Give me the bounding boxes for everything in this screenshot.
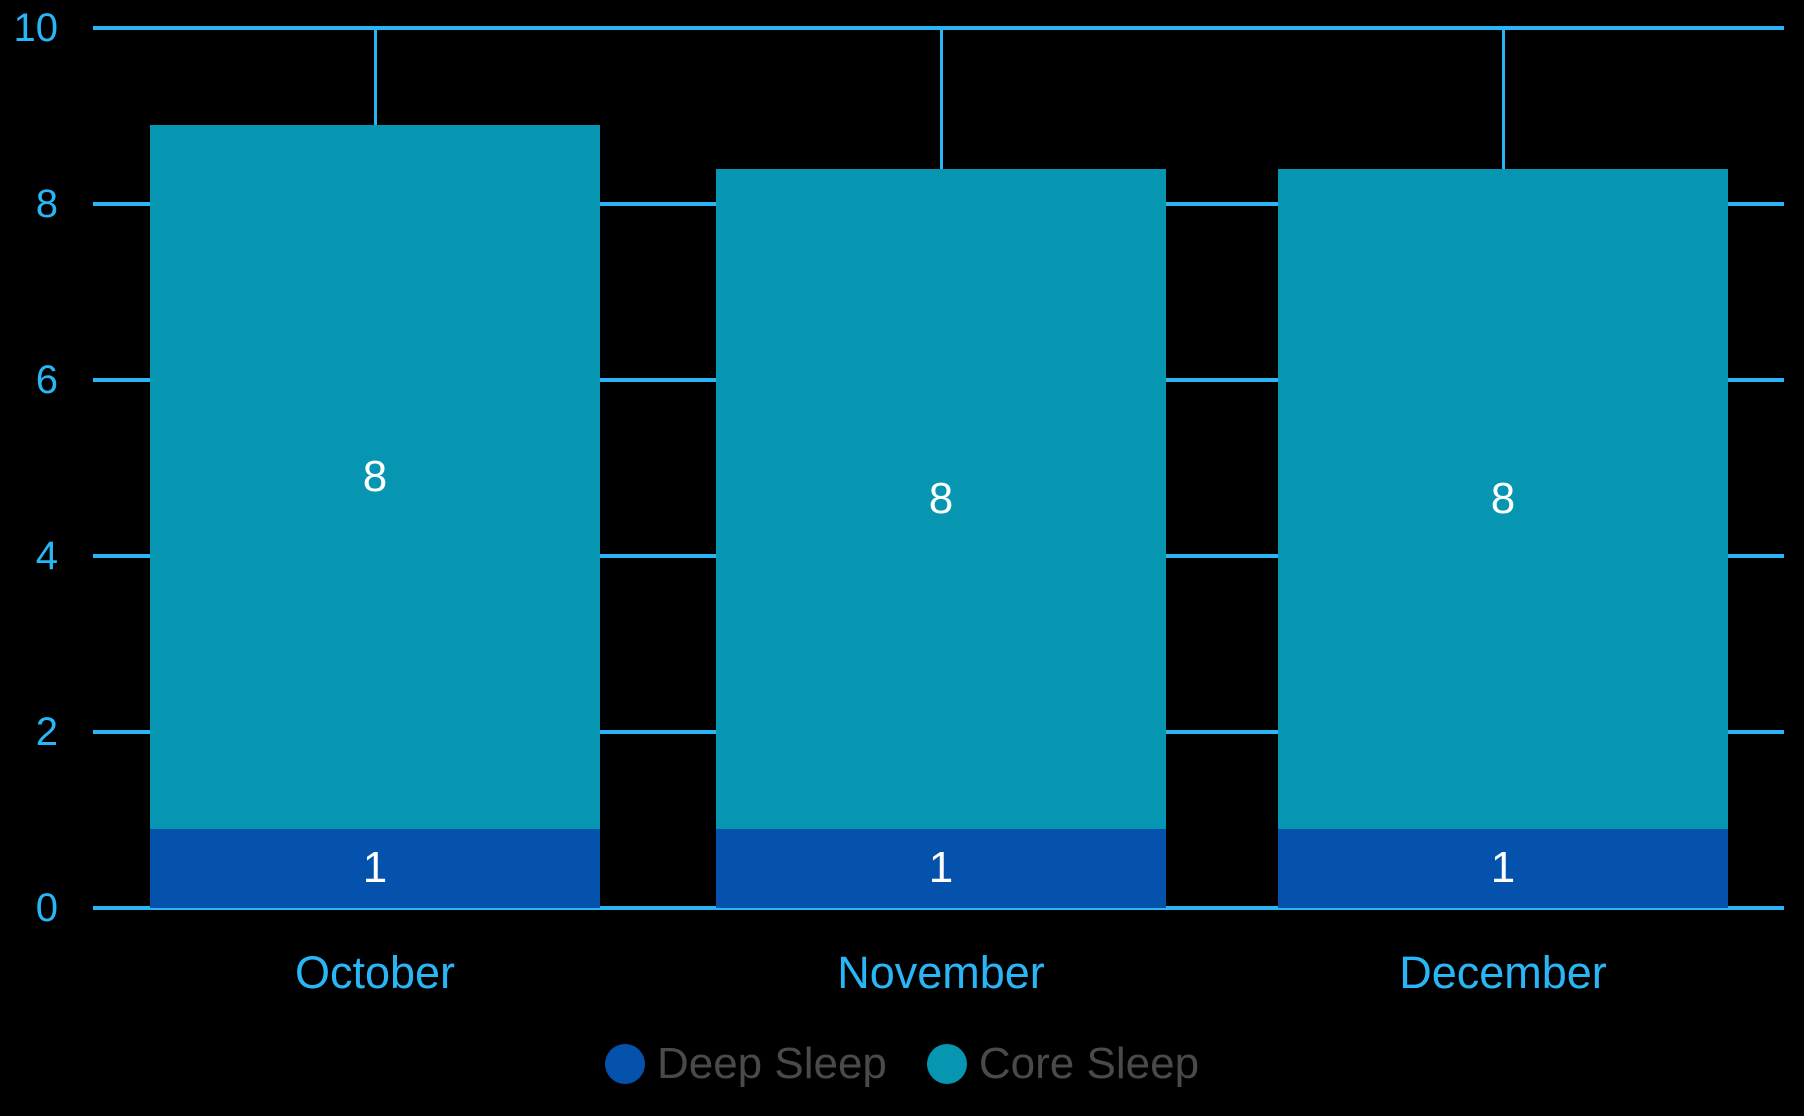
bar-segment-deep-sleep-december: 1	[1278, 828, 1728, 908]
bar-value-label: 1	[1490, 843, 1516, 893]
x-axis-baseline	[93, 906, 1784, 910]
bar-segment-core-sleep-october: 8	[150, 124, 600, 829]
y-tick-label: 6	[35, 358, 58, 402]
bar-segment-core-sleep-december: 8	[1278, 168, 1728, 829]
legend: Deep Sleep Core Sleep	[0, 1036, 1804, 1092]
bar-value-label: 1	[362, 843, 388, 893]
bar-value-label: 8	[1490, 473, 1516, 523]
deep-sleep-swatch-icon	[604, 1044, 645, 1084]
core-sleep-swatch-icon	[926, 1044, 967, 1084]
bar-value-label: 8	[362, 451, 388, 501]
y-tick-label: 0	[35, 886, 58, 930]
gridline	[93, 26, 1784, 30]
legend-item-core-sleep: Core Sleep	[926, 1039, 1200, 1088]
bar-value-label: 1	[928, 843, 954, 893]
x-category-label: October	[294, 947, 456, 998]
bar-value-label: 8	[928, 473, 954, 523]
y-tick-label: 10	[13, 6, 59, 50]
legend-label: Core Sleep	[978, 1039, 1200, 1088]
y-tick-label: 2	[35, 710, 58, 754]
bar-segment-deep-sleep-october: 1	[150, 828, 600, 908]
y-tick-label: 8	[35, 182, 58, 226]
x-category-label: December	[1399, 947, 1607, 998]
y-tick-label: 4	[35, 534, 58, 578]
legend-item-deep-sleep: Deep Sleep	[604, 1039, 887, 1088]
legend-label: Deep Sleep	[656, 1039, 887, 1088]
bar-segment-deep-sleep-november: 1	[716, 828, 1166, 908]
bar-segment-core-sleep-november: 8	[716, 168, 1166, 829]
x-category-label: November	[837, 947, 1045, 998]
